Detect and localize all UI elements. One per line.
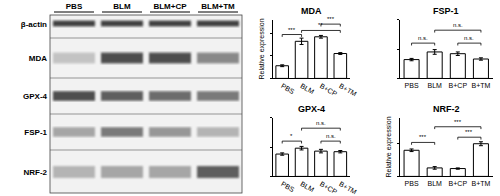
svg-text:MDA: MDA (29, 54, 47, 63)
svg-text:BLM: BLM (427, 180, 442, 187)
svg-text:FSP-1: FSP-1 (24, 128, 47, 137)
svg-text:**: ** (318, 22, 323, 28)
svg-text:n.s.: n.s. (453, 22, 463, 28)
svg-text:***: *** (288, 27, 296, 33)
svg-text:n.s.: n.s. (418, 35, 428, 41)
svg-text:PBS: PBS (405, 82, 419, 89)
svg-text:MDA: MDA (301, 6, 322, 16)
svg-text:n.s.: n.s. (316, 120, 326, 126)
svg-text:*: * (290, 133, 293, 139)
svg-text:***: *** (454, 119, 462, 125)
svg-text:B+CP: B+CP (319, 82, 339, 97)
svg-text:GPX-4: GPX-4 (298, 104, 325, 114)
svg-text:B+TM: B+TM (338, 82, 358, 98)
svg-text:B+TM: B+TM (472, 82, 491, 89)
svg-text:***: *** (327, 16, 335, 22)
svg-text:BLM: BLM (299, 82, 315, 95)
svg-text:GPX-4: GPX-4 (23, 92, 48, 101)
svg-text:BLM+CP: BLM+CP (153, 2, 187, 11)
svg-text:BLM+TM: BLM+TM (201, 2, 235, 11)
svg-text:***: *** (465, 129, 473, 135)
svg-text:B+TM: B+TM (338, 180, 358, 196)
svg-text:PBS: PBS (280, 82, 296, 95)
svg-text:PBS: PBS (405, 180, 419, 187)
svg-text:PBS: PBS (280, 180, 296, 193)
svg-text:BLM: BLM (427, 82, 442, 89)
svg-text:B+TM: B+TM (472, 180, 491, 187)
svg-text:***: *** (419, 134, 427, 140)
svg-text:Relative expression: Relative expression (258, 18, 266, 79)
svg-text:PBS: PBS (66, 2, 83, 11)
svg-text:Relative expression: Relative expression (385, 116, 393, 177)
svg-text:B+CP: B+CP (449, 180, 468, 187)
svg-text:FSP-1: FSP-1 (433, 6, 459, 16)
svg-text:NRF-2: NRF-2 (23, 168, 47, 177)
svg-text:BLM: BLM (113, 2, 131, 11)
svg-text:B+CP: B+CP (449, 82, 468, 89)
svg-text:B+CP: B+CP (319, 180, 339, 195)
svg-text:BLM: BLM (299, 180, 315, 193)
svg-text:NRF-2: NRF-2 (433, 104, 460, 114)
svg-text:β-actin: β-actin (21, 20, 47, 29)
svg-text:n.s.: n.s. (464, 35, 474, 41)
svg-text:n.s.: n.s. (326, 133, 336, 139)
